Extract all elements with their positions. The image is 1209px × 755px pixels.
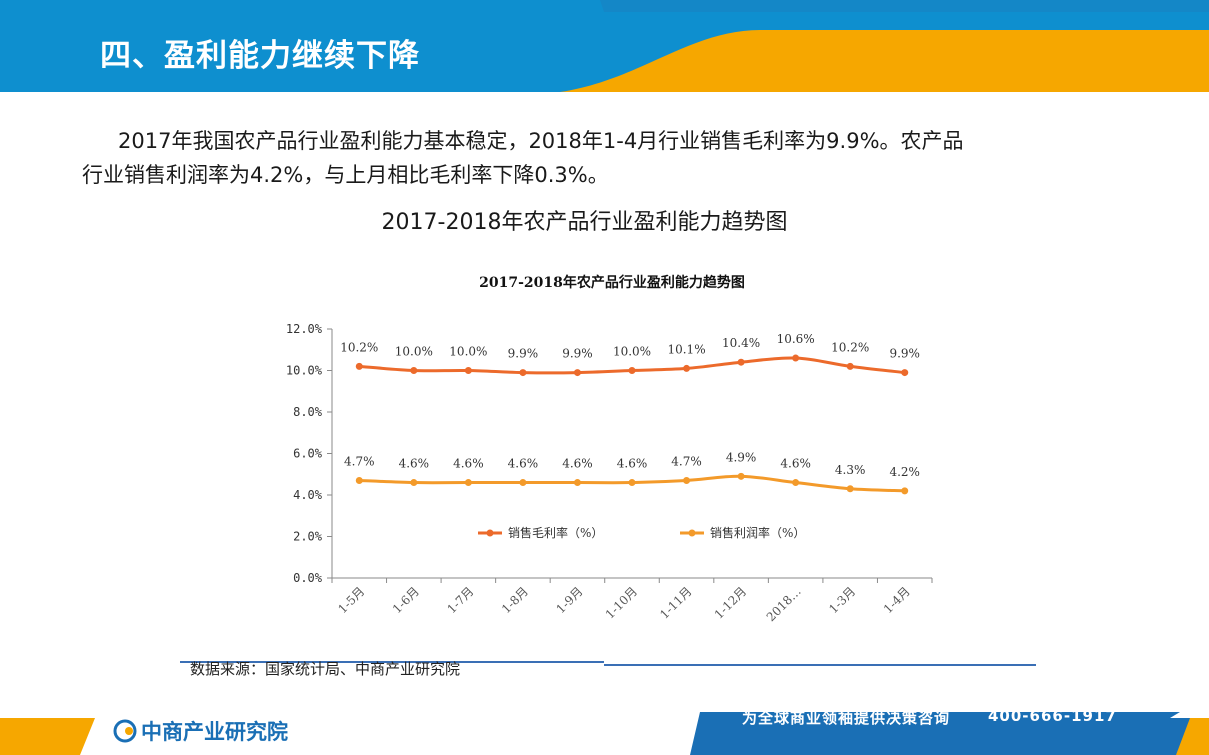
series-1-data-label: 4.6% (399, 457, 430, 471)
series-1-data-label: 4.6% (780, 457, 811, 471)
series-0-data-label: 10.4% (722, 336, 760, 350)
series-0-data-label: 10.6% (777, 332, 815, 346)
series-0-data-label: 10.1% (667, 342, 705, 356)
y-tick-label: 2.0% (293, 530, 323, 544)
series-1-point (792, 479, 800, 487)
series-0-point (792, 354, 800, 362)
y-tick-label: 4.0% (293, 488, 323, 502)
series-0-point (901, 369, 909, 377)
series-1-data-label: 4.2% (889, 465, 920, 479)
legend-marker-1 (688, 529, 696, 537)
series-1-data-label: 4.6% (453, 457, 484, 471)
series-0-data-label: 10.2% (340, 340, 378, 354)
y-tick-label: 10.0% (286, 364, 323, 378)
series-1-point (683, 476, 691, 484)
series-0-data-label: 10.2% (831, 340, 869, 354)
series-0-data-label: 10.0% (449, 345, 487, 359)
series-0-data-label: 9.9% (508, 347, 539, 361)
y-tick-label: 0.0% (293, 571, 323, 585)
series-1-point (464, 479, 472, 487)
y-tick-label: 8.0% (293, 405, 323, 419)
intro-line-2: 行业销售利润率为4.2%，与上月相比毛利率下降0.3%。 (82, 163, 609, 187)
series-0-point (519, 369, 527, 377)
footer-slogan: 为全球商业领袖提供决策咨询 (742, 709, 951, 727)
series-0-point (573, 369, 581, 377)
series-1-data-label: 4.9% (726, 450, 757, 464)
series-0-point (464, 367, 472, 374)
series-0-point (410, 367, 418, 374)
series-0-data-label: 9.9% (889, 347, 920, 361)
x-tick-label: 1-6月 (390, 584, 422, 616)
series-1-point (355, 476, 363, 484)
x-tick-label: 1-10月 (603, 584, 640, 621)
x-tick-label: 1-5月 (335, 584, 367, 616)
footer-phone: 400-666-1917 (988, 707, 1117, 725)
series-0-point (683, 364, 691, 372)
series-1-point (519, 479, 527, 487)
y-tick-label: 6.0% (293, 447, 323, 461)
series-1-point (901, 487, 909, 495)
series-1-point (846, 485, 854, 493)
footer-logo-text: 中商产业研究院 (141, 720, 288, 744)
series-0-point (846, 362, 854, 370)
x-tick-label: 1-3月 (826, 584, 858, 616)
series-1-data-label: 4.3% (835, 463, 866, 477)
chart-title: 2017-2018年农产品行业盈利能力趋势图 (479, 274, 745, 291)
series-1-point (573, 479, 581, 487)
page-title: 四、盈利能力继续下降 (100, 38, 420, 74)
series-1-data-label: 4.6% (508, 457, 539, 471)
series-1-data-label: 4.6% (562, 457, 593, 471)
x-tick-label: 1-11月 (657, 584, 694, 621)
series-0-point (355, 362, 363, 370)
chart-subtitle: 2017-2018年农产品行业盈利能力趋势图 (381, 210, 788, 235)
legend-label-1: 销售利润率（%） (710, 525, 805, 540)
series-0-point (737, 358, 745, 366)
series-1-data-label: 4.7% (344, 454, 375, 468)
intro-line-1: 2017年我国农产品行业盈利能力基本稳定，2018年1-4月行业销售毛利率为9.… (118, 129, 964, 153)
profitability-line-chart: 2017-2018年农产品行业盈利能力趋势图 0.0% 2.0% 4.0% 6.0% 8… (286, 274, 933, 624)
intro-paragraph: 2017年我国农产品行业盈利能力基本稳定，2018年1-4月行业销售毛利率为9.… (82, 124, 1102, 192)
y-tick-label: 12.0% (286, 322, 323, 336)
series-1-point (737, 472, 745, 480)
x-tick-label: 1-7月 (444, 584, 476, 616)
series-0-data-label: 10.0% (613, 345, 651, 359)
x-tick-label: 1-12月 (712, 584, 749, 621)
x-tick-label: 1-4月 (881, 584, 913, 616)
series-1-data-label: 4.7% (671, 454, 702, 468)
x-tick-label: 1-8月 (499, 584, 531, 616)
header-band (0, 0, 1209, 92)
series-1-point (410, 479, 418, 487)
x-tick-label: 1-9月 (554, 584, 586, 616)
series-0-point (628, 367, 636, 374)
footer-band (0, 712, 1209, 755)
series-1-point (628, 479, 636, 487)
series-0-data-label: 10.0% (395, 345, 433, 359)
legend-marker-0 (486, 529, 494, 537)
data-source: 数据来源：国家统计局、中商产业研究院 (190, 660, 461, 678)
series-0-data-label: 9.9% (562, 347, 593, 361)
series-1-data-label: 4.6% (617, 457, 648, 471)
x-tick-label: 2018… (764, 584, 804, 624)
legend-label-0: 销售毛利率（%） (508, 525, 603, 540)
